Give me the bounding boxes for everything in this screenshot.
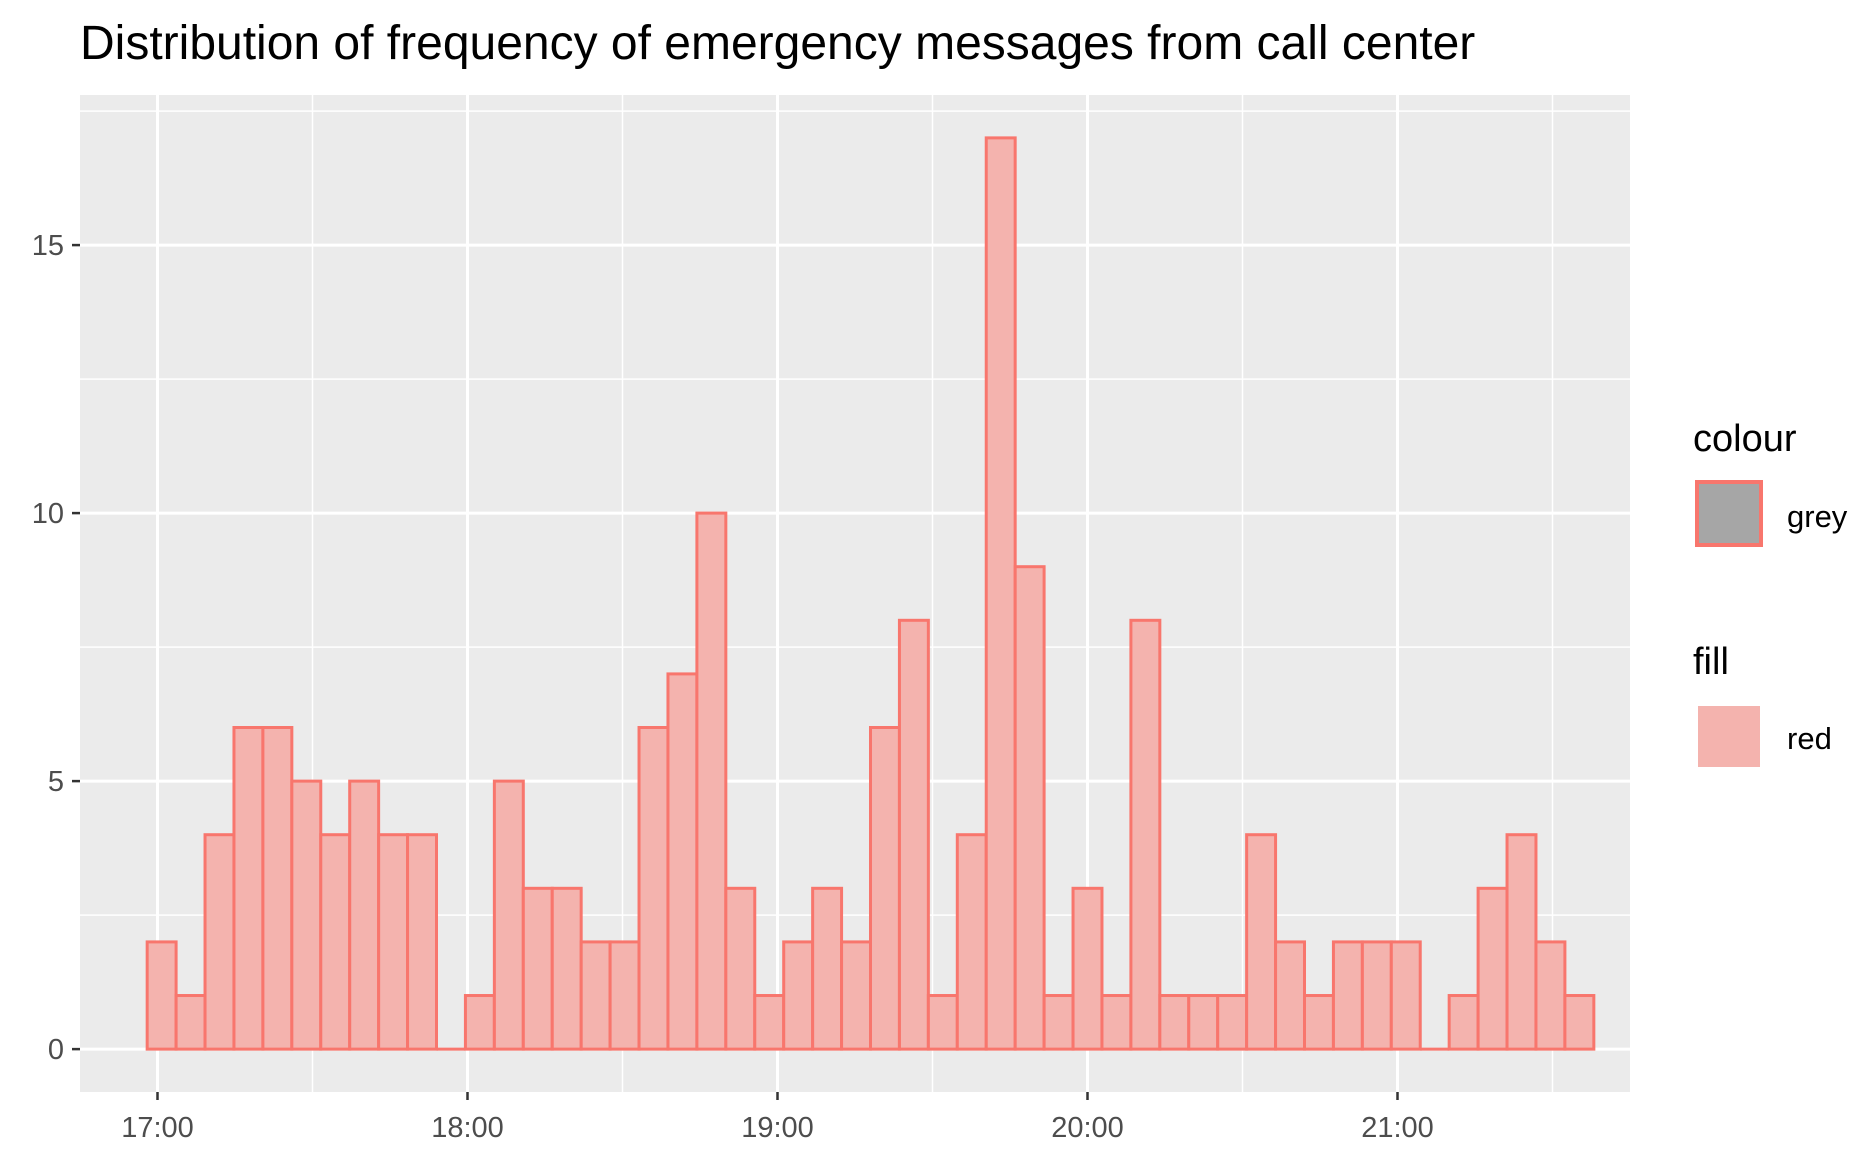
histogram-bar [1013,565,1046,1051]
histogram-bar [637,726,670,1051]
histogram-bar [348,779,381,1051]
histogram-bar [232,726,265,1051]
histogram-bar [608,940,641,1051]
y-tick-label: 10 [32,498,64,530]
histogram-bar [1274,940,1306,1051]
histogram-bar [550,886,583,1051]
legend-key-red [1696,704,1762,769]
histogram-bar [984,136,1017,1051]
histogram-bar [782,940,815,1051]
y-tick-label: 5 [48,766,64,798]
histogram-bar [579,940,612,1051]
histogram-bar [1100,994,1133,1051]
x-tick-label: 20:00 [1051,1112,1124,1144]
histogram-bar [1389,940,1422,1051]
histogram-bar [377,833,410,1051]
histogram-bar [1245,833,1278,1051]
histogram-bar [174,994,207,1051]
x-axis: 17:00 18:00 19:00 20:00 21:00 [121,1092,1434,1144]
x-tick-label: 21:00 [1361,1112,1434,1144]
legend: colour grey fill red [1693,418,1848,769]
histogram-bar [492,779,525,1051]
histogram-bar [695,511,728,1051]
y-tick-label: 15 [32,230,64,262]
histogram-bar [753,994,786,1051]
histogram-bar [811,886,844,1051]
histogram-bar [261,726,294,1051]
histogram-bar [319,833,352,1051]
chart-title: Distribution of frequency of emergency m… [80,17,1475,70]
histogram-bar [1360,940,1393,1051]
histogram-bar [521,886,554,1051]
histogram-bar [926,994,959,1051]
histogram-bar [145,940,178,1051]
histogram-bar [1071,886,1104,1051]
histogram-bars [145,136,1596,1051]
histogram-bar [1042,994,1075,1051]
histogram-bar [666,672,699,1051]
histogram-bar [1505,833,1538,1051]
y-tick-label: 0 [48,1034,64,1066]
legend-title-fill: fill [1693,641,1729,683]
histogram-bar [463,994,496,1051]
histogram-bar [1303,994,1335,1051]
x-tick-label: 19:00 [741,1112,814,1144]
legend-key-grey [1695,480,1763,547]
histogram-bar [840,940,872,1051]
legend-label-grey: grey [1787,499,1848,534]
x-tick-label: 17:00 [121,1112,194,1144]
histogram-bar [724,886,757,1051]
histogram-bar [1534,940,1567,1051]
legend-title-colour: colour [1693,418,1797,460]
histogram-bar [1331,940,1364,1051]
x-tick-label: 18:00 [431,1112,504,1144]
histogram-bar [406,833,439,1051]
histogram-bar [290,779,323,1051]
histogram-bar [1129,618,1162,1051]
histogram-bar [203,833,236,1051]
histogram-bar [1476,886,1509,1051]
histogram-bar [897,618,930,1051]
minor-x-gridlines [311,95,1554,1092]
histogram-bar [1563,994,1596,1051]
legend-label-red: red [1787,721,1832,756]
histogram-bar [1158,994,1191,1051]
histogram-bar [1447,994,1480,1051]
y-axis: 0 5 10 15 [32,230,80,1066]
histogram-bar [955,833,988,1051]
histogram-bar [869,726,901,1051]
histogram-bar [1187,994,1220,1051]
histogram-bar [1216,994,1249,1051]
